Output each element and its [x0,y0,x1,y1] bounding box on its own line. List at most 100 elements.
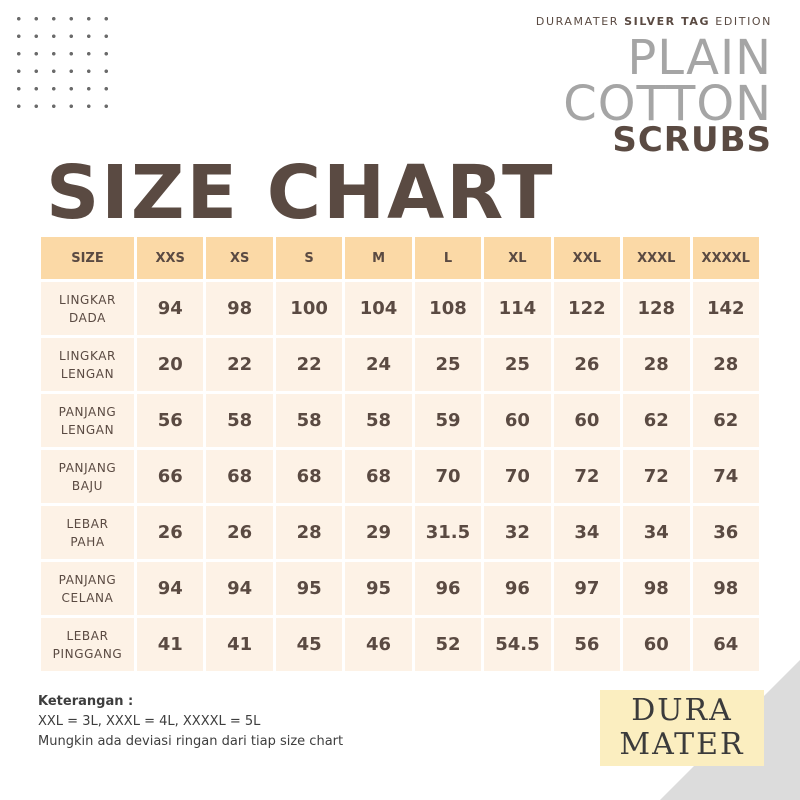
measurement-cell: 22 [275,338,343,391]
measurement-cell: 24 [345,338,412,391]
measurement-cell: 45 [275,618,343,671]
measurement-cell: 128 [623,282,690,335]
measurement-cell: 58 [345,394,412,447]
measurement-cell: 96 [414,562,482,615]
product-title-cotton: COTTON [563,76,772,132]
header-cell: XS [206,237,273,279]
header-cell: XXS [137,237,204,279]
measurement-cell: 72 [623,450,690,503]
measurement-cell: 26 [137,506,204,559]
measurement-cell: 32 [484,506,551,559]
row-label-line-1: LEBAR [66,516,109,531]
header-cell: XL [484,237,551,279]
notes-block: Keterangan : XXL = 3L, XXXL = 4L, XXXXL … [38,692,343,752]
table-row: PANJANG BAJU 66 68 68 68 70 70 72 72 74 [41,450,759,503]
row-label-line-1: PANJANG [58,460,117,475]
measurement-cell: 28 [275,506,343,559]
row-label-line-2: LENGAN [60,366,115,381]
measurement-cell: 26 [206,506,273,559]
measurement-cell: 94 [137,282,204,335]
measurement-cell: 60 [553,394,621,447]
measurement-cell: 74 [692,450,759,503]
notes-heading: Keterangan : [38,694,134,709]
size-table-header-row: SIZE XXS XS S M L XL XXL XXXL XXXXL [41,237,759,279]
measurement-cell: 41 [206,618,273,671]
measurement-cell: 94 [206,562,273,615]
row-label: LINGKAR LENGAN [41,338,134,391]
measurement-cell: 68 [275,450,343,503]
measurement-cell: 31.5 [414,506,482,559]
row-label-line-1: LINGKAR [59,292,116,307]
measurement-cell: 68 [206,450,273,503]
measurement-cell: 108 [414,282,482,335]
row-label-line-1: PANJANG [58,404,117,419]
measurement-cell: 59 [414,394,482,447]
row-label-line-2: LENGAN [60,422,115,437]
edition-line: DURAMATER SILVER TAG EDITION [536,15,772,28]
measurement-cell: 28 [692,338,759,391]
measurement-cell: 60 [484,394,551,447]
measurement-cell: 96 [484,562,551,615]
header-cell: SIZE [41,237,134,279]
measurement-cell: 104 [345,282,412,335]
header-cell: L [414,237,482,279]
table-row: LINGKAR LENGAN 20 22 22 24 25 25 26 28 28 [41,338,759,391]
row-label-line-1: PANJANG [58,572,117,587]
measurement-cell: 34 [623,506,690,559]
edition-prefix: DURAMATER [535,15,620,28]
measurement-cell: 68 [345,450,412,503]
row-label-line-2: PAHA [70,534,105,549]
measurement-cell: 122 [553,282,621,335]
row-label: PANJANG LENGAN [41,394,134,447]
measurement-cell: 62 [623,394,690,447]
measurement-cell: 70 [484,450,551,503]
edition-bold: SILVER TAG [624,15,711,28]
measurement-cell: 20 [137,338,204,391]
measurement-cell: 28 [623,338,690,391]
measurement-cell: 52 [414,618,482,671]
row-label: LINGKAR DADA [41,282,134,335]
measurement-cell: 25 [414,338,482,391]
row-label: PANJANG BAJU [41,450,134,503]
measurement-cell: 94 [137,562,204,615]
measurement-cell: 46 [345,618,412,671]
header-cell: XXL [553,237,621,279]
header-cell: XXXL [623,237,690,279]
row-label-line-2: DADA [69,310,106,325]
measurement-cell: 98 [206,282,273,335]
measurement-cell: 58 [206,394,273,447]
measurement-cell: 36 [692,506,759,559]
row-label-line-2: BAJU [71,478,104,493]
measurement-cell: 95 [275,562,343,615]
measurement-cell: 95 [345,562,412,615]
size-table: SIZE XXS XS S M L XL XXL XXXL XXXXL LING… [38,234,762,674]
measurement-cell: 114 [484,282,551,335]
table-row: PANJANG LENGAN 56 58 58 58 59 60 60 62 62 [41,394,759,447]
measurement-cell: 26 [553,338,621,391]
measurement-cell: 25 [484,338,551,391]
logo-line-2: MATER [619,727,745,762]
measurement-cell: 54.5 [484,618,551,671]
measurement-cell: 70 [414,450,482,503]
edition-suffix: EDITION [715,15,772,28]
notes-deviation: Mungkin ada deviasi ringan dari tiap siz… [38,734,344,749]
row-label: LEBAR PAHA [41,506,134,559]
measurement-cell: 62 [692,394,759,447]
product-title-plain: PLAIN [627,30,772,86]
brand-logo: DURA MATER [600,690,764,766]
measurement-cell: 22 [206,338,273,391]
row-label-line-1: LINGKAR [59,348,116,363]
measurement-cell: 29 [345,506,412,559]
table-row: PANJANG CELANA 94 94 95 95 96 96 97 98 98 [41,562,759,615]
row-label-line-1: LEBAR [66,628,109,643]
measurement-cell: 34 [553,506,621,559]
measurement-cell: 72 [553,450,621,503]
row-label: PANJANG CELANA [41,562,134,615]
product-title-scrubs: SCRUBS [612,120,772,160]
row-label-line-2: PINGGANG [52,646,123,661]
decorative-dot-grid [10,10,120,114]
header-cell: XXXXL [692,237,759,279]
measurement-cell: 56 [553,618,621,671]
table-row: LINGKAR DADA 94 98 100 104 108 114 122 128 142 [41,282,759,335]
page-title: SIZE CHART [46,150,555,236]
